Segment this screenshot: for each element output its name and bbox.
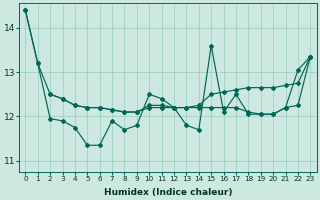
X-axis label: Humidex (Indice chaleur): Humidex (Indice chaleur) bbox=[104, 188, 232, 197]
